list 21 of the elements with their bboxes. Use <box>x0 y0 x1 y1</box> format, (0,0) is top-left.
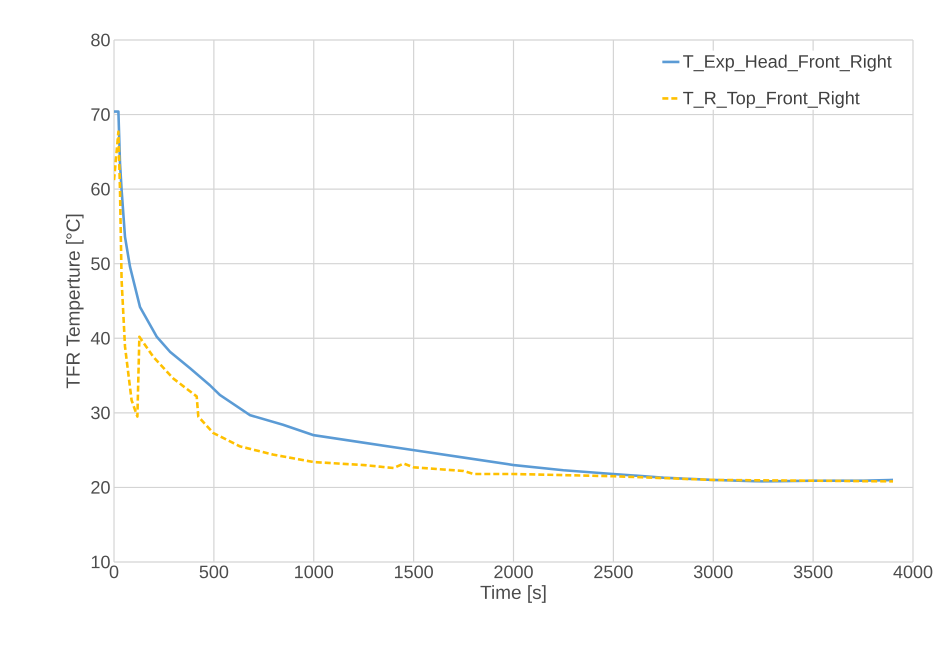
y-tick-label: 40 <box>90 332 110 345</box>
x-tick-label: 1500 <box>394 566 433 578</box>
legend-label: T_R_Top_Front_Right <box>683 91 860 108</box>
x-tick-label: 3000 <box>694 566 733 578</box>
x-tick-label: 500 <box>200 566 228 578</box>
y-tick-label: 80 <box>91 34 110 46</box>
x-tick-label: 1000 <box>295 566 334 578</box>
x-tick-label: 2500 <box>594 566 633 578</box>
x-tick-label: 0 <box>110 566 118 578</box>
x-axis-title: Time [s] <box>480 585 546 603</box>
y-tick-label: 60 <box>91 182 110 196</box>
y-axis-title: TFR Temperture [°C] <box>66 214 84 388</box>
y-tick-label: 50 <box>91 257 110 270</box>
x-tick-label: 3500 <box>794 566 832 578</box>
legend-label: T_Exp_Head_Front_Right <box>683 54 892 72</box>
y-tick-label: 20 <box>91 481 110 494</box>
x-tick-label: 4000 <box>893 566 932 578</box>
y-tick-label: 10 <box>92 556 110 568</box>
y-tick-label: 30 <box>91 406 110 420</box>
x-tick-label: 2000 <box>494 566 533 578</box>
y-tick-label: 70 <box>91 108 110 121</box>
